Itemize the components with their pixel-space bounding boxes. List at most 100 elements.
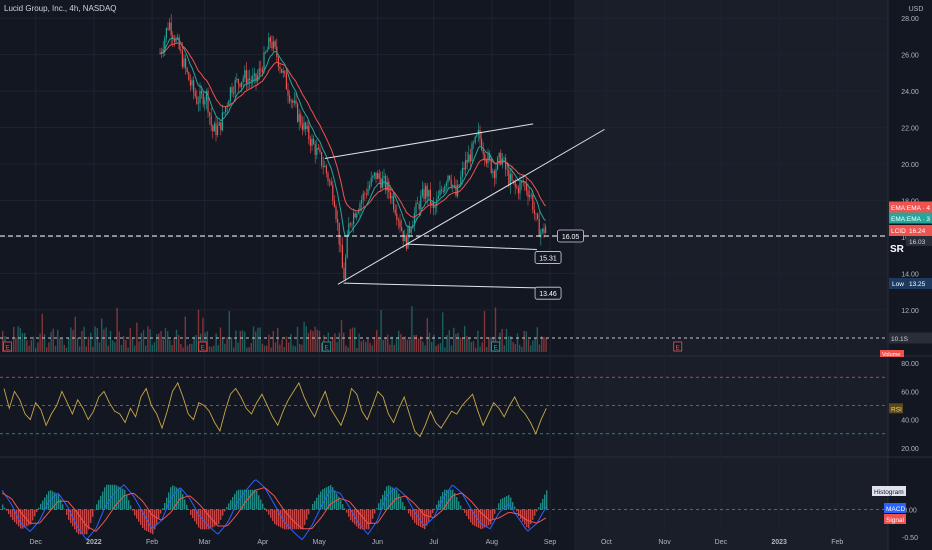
histogram-bar: [12, 509, 14, 521]
rsi-pane[interactable]: [0, 376, 888, 438]
volume-bar: [450, 345, 453, 352]
candle-body: [261, 69, 263, 73]
level-label: 16.05: [562, 234, 580, 241]
volume-bar: [395, 338, 398, 352]
histogram-bar: [20, 509, 22, 529]
histogram-bar: [530, 509, 532, 525]
candle-body: [330, 181, 332, 185]
volume-bar: [444, 347, 446, 352]
histogram-bar: [538, 507, 540, 510]
candle-body: [290, 100, 292, 102]
histogram-bar: [496, 508, 498, 510]
candle-body: [530, 194, 532, 196]
price-tick-label: 12.00: [901, 308, 919, 315]
histogram-bar: [268, 509, 270, 515]
volume-bar: [461, 338, 464, 352]
histogram-bar: [438, 500, 440, 510]
volume-bar: [400, 333, 402, 352]
candle-body: [517, 187, 519, 194]
histogram-bar: [32, 509, 34, 521]
volume-bar: [437, 344, 439, 352]
volume-bar: [252, 326, 255, 352]
x-tick-label: May: [313, 539, 327, 546]
candle-body: [340, 244, 342, 246]
volume-bar: [409, 339, 411, 352]
volume-bar: [87, 336, 90, 352]
candle-body: [441, 189, 443, 191]
level-box: [557, 229, 584, 243]
candle-body: [396, 213, 398, 220]
histogram-bar: [272, 509, 274, 521]
candle-body: [231, 87, 233, 93]
histogram-bar: [6, 509, 8, 511]
earnings-marker: E: [493, 345, 498, 352]
ema-slow-tag: EMA:EMA · 4: [891, 205, 930, 212]
histogram-bar: [136, 509, 138, 519]
candle-body: [301, 124, 303, 130]
volume-bar: [186, 345, 189, 352]
volume-bar: [417, 338, 420, 352]
volume-bar: [178, 335, 180, 352]
candle-body: [292, 100, 294, 103]
histogram-bar: [336, 493, 338, 510]
earnings-box: [673, 341, 683, 352]
histogram-bar: [388, 485, 390, 510]
candle-body: [271, 42, 273, 49]
candle-body: [505, 157, 507, 170]
histogram-bar: [452, 489, 454, 510]
volume-bar: [279, 344, 281, 352]
histogram-bar: [174, 486, 176, 510]
candle-body: [369, 185, 371, 189]
candle-body: [218, 122, 220, 126]
volume-bar: [136, 322, 138, 352]
histogram-bar: [450, 489, 452, 510]
candle-body: [242, 78, 244, 82]
histogram-bar: [248, 489, 250, 510]
volume-bar: [147, 326, 149, 352]
candle-body: [351, 224, 353, 225]
macd-pane[interactable]: [0, 479, 888, 541]
volume-bar: [153, 342, 156, 352]
volume-bar: [277, 327, 279, 352]
candle-body: [165, 28, 167, 38]
candle-body: [186, 67, 188, 73]
volume-bar: [296, 326, 299, 352]
volume-bar: [371, 345, 373, 352]
histogram-bar: [142, 509, 144, 529]
volume-bar: [541, 336, 543, 352]
candle-body: [354, 213, 356, 218]
histogram-bar: [420, 509, 422, 528]
histogram-bar: [488, 509, 490, 526]
volume-bar: [72, 330, 74, 352]
x-tick-label: Apr: [257, 539, 269, 546]
histogram-bar: [244, 489, 246, 510]
candle-body: [199, 90, 201, 104]
histogram-bar: [222, 509, 224, 516]
histogram-bar: [460, 505, 462, 510]
histogram-bar: [192, 509, 194, 519]
volume-bar: [129, 328, 131, 352]
candle-body: [332, 184, 334, 201]
volume-bar: [105, 327, 107, 352]
histogram-bar: [400, 497, 402, 510]
volume-bar: [483, 310, 486, 352]
candle-body: [170, 22, 172, 36]
candle-body: [269, 37, 271, 43]
histogram-bar: [178, 488, 180, 510]
histogram-bar: [312, 504, 314, 510]
candle-body: [197, 103, 199, 104]
price-pane[interactable]: [0, 14, 888, 289]
histogram-bar: [308, 509, 310, 515]
histogram-bar: [290, 509, 292, 530]
candle-body: [485, 160, 487, 164]
histogram-bar: [218, 509, 220, 525]
histogram-bar: [64, 509, 66, 510]
histogram-bar: [544, 494, 546, 510]
candle-body: [383, 176, 385, 179]
candle-body: [506, 169, 508, 170]
candle-body: [276, 46, 278, 58]
volume-bar: [37, 342, 39, 352]
candle-body: [282, 70, 284, 73]
histogram-bar: [362, 509, 364, 530]
